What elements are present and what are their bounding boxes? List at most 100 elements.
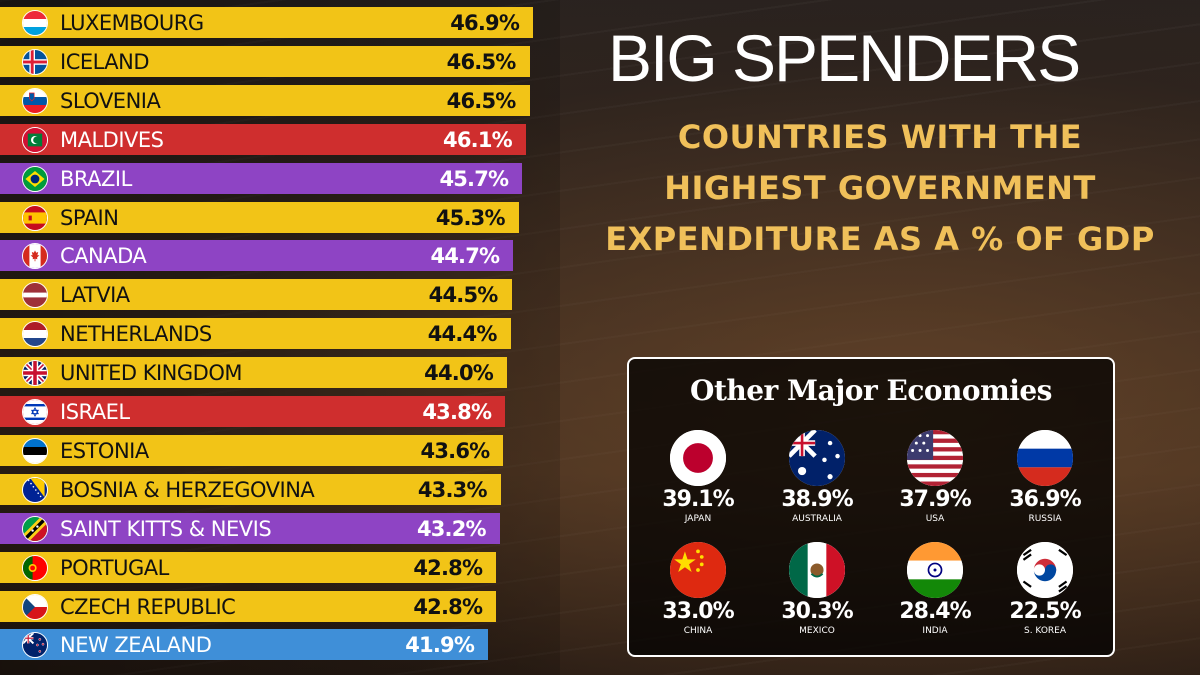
mexico-flag-icon bbox=[789, 542, 845, 598]
bar-row: NEW ZEALAND 41.9% bbox=[0, 629, 489, 661]
economy-value: 36.9% bbox=[1009, 487, 1081, 512]
economy-item: 28.4% INDIA bbox=[880, 542, 990, 652]
economy-value: 33.0% bbox=[662, 599, 734, 624]
economy-value: 30.3% bbox=[781, 599, 853, 624]
page-subtitle: COUNTRIES WITH THE HIGHEST GOVERNMENT EX… bbox=[580, 112, 1180, 265]
subtitle-line: HIGHEST GOVERNMENT bbox=[664, 169, 1096, 207]
latvia-flag-icon bbox=[22, 282, 48, 309]
bar-row: SPAIN 45.3% bbox=[0, 201, 519, 233]
bar-row: SAINT KITTS & NEVIS 43.2% bbox=[0, 512, 500, 544]
bar-category-label: SAINT KITTS & NEVIS bbox=[60, 516, 272, 541]
economy-item: 30.3% MEXICO bbox=[762, 542, 872, 652]
bar bbox=[0, 240, 514, 272]
economy-value: 22.5% bbox=[1009, 599, 1081, 624]
china-flag-icon bbox=[670, 542, 726, 598]
bar bbox=[0, 279, 512, 311]
panel-title: Other Major Economies bbox=[690, 374, 1052, 407]
bar-row: NETHERLANDS 44.4% bbox=[0, 318, 511, 350]
portugal-flag-icon bbox=[22, 554, 48, 581]
spain-flag-icon bbox=[22, 204, 48, 231]
bar-category-label: MALDIVES bbox=[60, 127, 164, 152]
economy-item: 22.5% S. KOREA bbox=[990, 542, 1100, 652]
bar-value-label: 46.5% bbox=[446, 49, 517, 74]
uk-flag-icon bbox=[22, 360, 48, 387]
bar-row: SLOVENIA 46.5% bbox=[0, 84, 530, 116]
bar-value-label: 43.8% bbox=[422, 400, 492, 424]
bar-category-label: ESTONIA bbox=[60, 438, 149, 463]
bar-row: ICELAND 46.5% bbox=[0, 45, 530, 77]
bar-value-label: 44.7% bbox=[430, 244, 500, 269]
bar-row: BRAZIL 45.7% bbox=[0, 162, 523, 194]
economy-value: 38.9% bbox=[781, 487, 853, 512]
bar bbox=[0, 45, 530, 77]
bar-row: LATVIA 44.5% bbox=[0, 279, 512, 311]
bar bbox=[0, 84, 530, 116]
bar-value-label: 43.6% bbox=[420, 438, 491, 463]
bar-value-label: 44.4% bbox=[427, 322, 498, 347]
bar bbox=[0, 629, 489, 661]
india-flag-icon bbox=[907, 542, 963, 598]
bar-category-label: NEW ZEALAND bbox=[60, 633, 212, 658]
brazil-flag-icon bbox=[22, 165, 48, 192]
bar-row: BOSNIA & HERZEGOVINA 43.3% bbox=[0, 473, 501, 505]
bar bbox=[0, 123, 526, 155]
iceland-flag-icon bbox=[22, 48, 48, 75]
bar-category-label: BRAZIL bbox=[60, 166, 132, 191]
saint-kitts-flag-icon bbox=[22, 515, 48, 542]
bar-value-label: 46.1% bbox=[443, 127, 513, 152]
bar-value-label: 45.3% bbox=[435, 205, 506, 230]
bar-value-label: 45.7% bbox=[439, 166, 509, 191]
bar-row: ESTONIA 43.6% bbox=[0, 434, 504, 466]
bar-row: CANADA 44.7% bbox=[0, 240, 514, 272]
maldives-flag-icon bbox=[22, 126, 48, 153]
bar-row: LUXEMBOURG 46.9% bbox=[0, 7, 534, 38]
bar-value-label: 46.9% bbox=[450, 11, 520, 35]
economy-name: RUSSIA bbox=[1028, 514, 1062, 524]
bar bbox=[0, 7, 534, 38]
south-korea-flag-icon bbox=[1017, 542, 1073, 598]
bosnia-flag-icon bbox=[22, 476, 48, 503]
economy-name: CHINA bbox=[683, 626, 713, 636]
bar-value-label: 42.8% bbox=[413, 555, 483, 580]
economy-value: 28.4% bbox=[899, 599, 971, 624]
subtitle-line: EXPENDITURE AS A % OF GDP bbox=[605, 220, 1155, 258]
economy-item: 36.9% RUSSIA bbox=[990, 430, 1100, 540]
czech-flag-icon bbox=[22, 593, 48, 620]
bar-row: MALDIVES 46.1% bbox=[0, 123, 526, 155]
economy-name: JAPAN bbox=[684, 514, 712, 524]
bar-value-label: 44.5% bbox=[428, 283, 499, 308]
bar-category-label: LATVIA bbox=[60, 283, 130, 308]
economy-name: USA bbox=[925, 514, 945, 524]
bar-value-label: 41.9% bbox=[405, 633, 475, 658]
netherlands-flag-icon bbox=[22, 321, 48, 348]
economy-item: 37.9% USA bbox=[880, 430, 990, 540]
bar-row: PORTUGAL 42.8% bbox=[0, 551, 497, 583]
bar-value-label: 42.8% bbox=[413, 594, 483, 619]
bar-category-label: LUXEMBOURG bbox=[60, 11, 204, 35]
bar-value-label: 44.0% bbox=[424, 361, 494, 386]
bar-value-label: 43.2% bbox=[416, 516, 487, 541]
bar bbox=[0, 434, 504, 466]
economy-value: 39.1% bbox=[662, 487, 734, 512]
bar bbox=[0, 551, 497, 583]
bar-value-label: 46.5% bbox=[446, 88, 517, 113]
bar-row: CZECH REPUBLIC 42.8% bbox=[0, 590, 497, 622]
bar-category-label: ISRAEL bbox=[60, 400, 130, 424]
bar-chart: LUXEMBOURG 46.9% ICELAND 46.5% SLOVENIA 46.5%… bbox=[0, 0, 560, 675]
economy-name: MEXICO bbox=[799, 626, 835, 636]
luxembourg-flag-icon bbox=[22, 10, 48, 36]
bar bbox=[0, 473, 501, 505]
economy-name: INDIA bbox=[922, 626, 948, 636]
page-title: BIG SPENDERS bbox=[608, 21, 1081, 95]
economy-name: AUSTRALIA bbox=[792, 514, 842, 524]
new-zealand-flag-icon bbox=[22, 632, 48, 659]
bar-category-label: CZECH REPUBLIC bbox=[60, 594, 236, 619]
economy-item: 38.9% AUSTRALIA bbox=[762, 430, 872, 540]
bar bbox=[0, 396, 506, 427]
bar-category-label: ICELAND bbox=[60, 49, 150, 74]
subtitle-line: COUNTRIES WITH THE bbox=[677, 118, 1083, 156]
bar bbox=[0, 201, 519, 233]
canada-flag-icon bbox=[22, 243, 48, 270]
bar-category-label: NETHERLANDS bbox=[60, 322, 212, 347]
economy-name: S. KOREA bbox=[1023, 626, 1067, 636]
